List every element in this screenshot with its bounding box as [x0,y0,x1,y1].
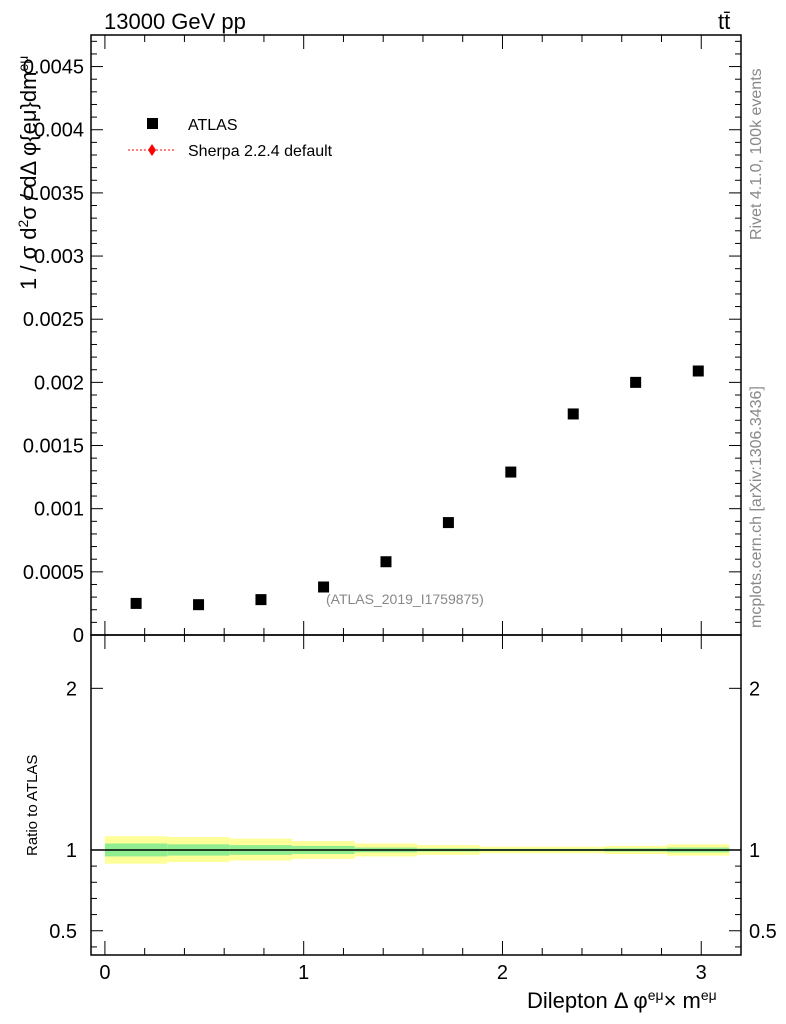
x-axis-title: Dilepton Δ φeμ× meμ [527,987,717,1013]
ratio-y-tick-label-right: 2 [749,678,760,700]
atlas-data-point [193,599,205,611]
legend-label-atlas: ATLAS [188,117,238,134]
ratio-y-axis-title: Ratio to ATLAS [24,755,41,856]
svg-text:Dilepton Δ φeμ× meμ: Dilepton Δ φeμ× meμ [527,987,717,1013]
legend-marker-sherpa [148,144,156,156]
ratio-panel-content [91,836,741,864]
main-y-tick-label: 0.003 [34,246,84,268]
atlas-data-point [255,594,267,606]
axes: 0 0.0005 0.001 0.0015 0.002 0.0025 0.003 0.0035… [23,35,777,984]
main-y-tick-label: 0.0005 [23,562,84,584]
main-y-tick-label: 0.002 [34,372,84,394]
x-tick-label: 2 [497,962,508,984]
atlas-data-point [380,556,392,568]
energy-label: 13000 GeV pp [104,9,246,34]
ratio-y-tick-label-right: 0.5 [749,921,777,943]
legend-marker-atlas [147,118,158,129]
x-tick-label: 0 [99,962,110,984]
legend: ATLAS Sherpa 2.2.4 default [128,117,333,160]
rivet-version-label: Rivet 4.1.0, 100k events [748,68,765,240]
legend-label-sherpa: Sherpa 2.2.4 default [188,143,333,160]
atlas-data-point [692,365,704,377]
atlas-data-point [567,408,579,420]
atlas-data-point [318,581,330,593]
main-panel-content [130,365,704,611]
process-label: tt̄ [718,9,730,34]
ratio-y-tick-label: 2 [66,678,77,700]
ratio-y-tick-label: 0.5 [49,921,77,943]
atlas-data-point [442,517,454,529]
main-y-tick-label: 0.0035 [23,183,84,205]
atlas-data-point [505,466,517,478]
ratio-y-tick-label: 1 [66,840,77,862]
main-y-tick-label: 0.004 [34,120,84,142]
main-y-tick-label: 0.0025 [23,309,84,331]
main-y-tick-label: 0 [73,625,84,647]
svg-text:1 / σ d2σ / dΔ φ{eμ}dmeμ: 1 / σ d2σ / dΔ φ{eμ}dmeμ [15,56,41,290]
analysis-watermark: (ATLAS_2019_I1759875) [326,591,484,607]
x-tick-label: 3 [696,962,707,984]
main-y-tick-label: 0.001 [34,499,84,521]
main-y-axis-title: 1 / σ d2σ / dΔ φ{eμ}dmeμ [15,56,41,290]
x-tick-label: 1 [298,962,309,984]
ratio-panel-frame [90,634,742,956]
ratio-y-tick-label-right: 1 [749,840,760,862]
main-y-tick-label: 0.0045 [23,57,84,79]
mcplots-label: mcplots.cern.ch [arXiv:1306.3436] [748,386,765,628]
atlas-data-point [130,597,142,609]
atlas-data-point [630,376,642,388]
main-y-tick-label: 0.0015 [23,436,84,458]
